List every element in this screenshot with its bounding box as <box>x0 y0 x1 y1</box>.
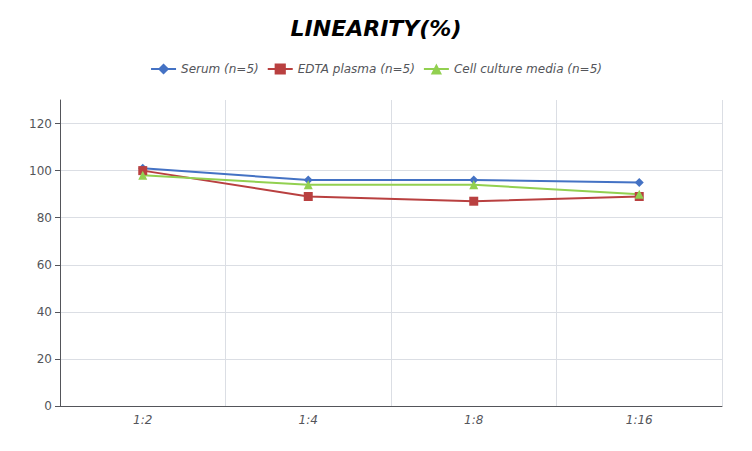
svg-text:Serum (n=5): Serum (n=5) <box>181 62 259 76</box>
svg-text:60: 60 <box>37 258 52 272</box>
svg-text:120: 120 <box>29 117 52 131</box>
svg-text:100: 100 <box>29 164 52 178</box>
svg-text:40: 40 <box>37 305 52 319</box>
svg-text:0: 0 <box>44 399 52 413</box>
svg-text:1:16: 1:16 <box>626 413 653 427</box>
svg-text:1:2: 1:2 <box>133 413 152 427</box>
svg-text:20: 20 <box>37 352 52 366</box>
svg-text:EDTA plasma (n=5): EDTA plasma (n=5) <box>298 62 415 76</box>
svg-text:1:4: 1:4 <box>299 413 318 427</box>
svg-text:1:8: 1:8 <box>464 413 484 427</box>
svg-text:Cell culture media (n=5): Cell culture media (n=5) <box>454 62 602 76</box>
svg-text:LINEARITY(%): LINEARITY(%) <box>291 16 462 41</box>
svg-text:80: 80 <box>37 211 52 225</box>
